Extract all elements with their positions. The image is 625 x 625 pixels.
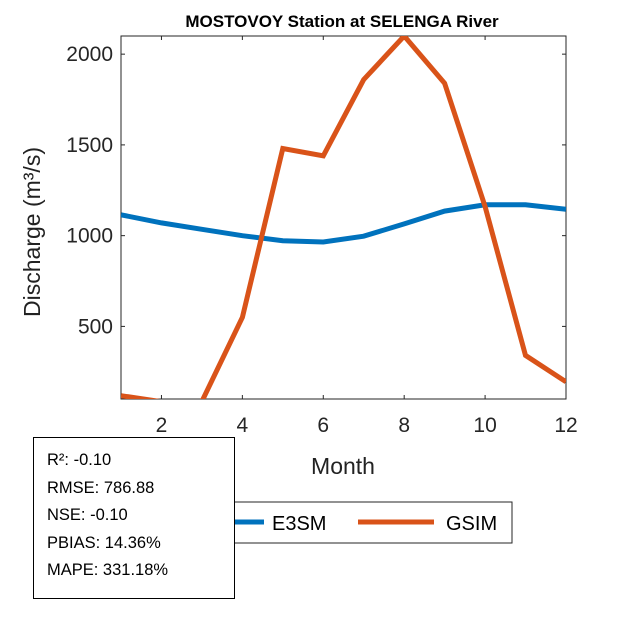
series-line-gsim: [121, 36, 566, 399]
x-tick-label: 8: [398, 414, 410, 437]
stats-box: R²: -0.10 RMSE: 786.88 NSE: -0.10 PBIAS:…: [33, 437, 235, 599]
y-tick-label: 2000: [66, 43, 113, 66]
y-tick-label: 1000: [66, 225, 113, 248]
legend: E3SM GSIM: [220, 501, 513, 544]
y-tick-label: 1500: [66, 134, 113, 157]
stat-mape: MAPE: 331.18%: [47, 561, 169, 579]
legend-label-gsim: GSIM: [446, 513, 497, 535]
x-tick-label: 2: [156, 414, 168, 437]
stat-r2: R²: -0.10: [47, 451, 112, 469]
plot-area: 2 4 6 8 10 12 500 1000 1500 2000: [66, 35, 578, 437]
x-tick-label: 4: [237, 414, 249, 437]
chart-title: MOSTOVOY Station at SELENGA River: [185, 12, 499, 31]
x-tick-label: 6: [317, 414, 329, 437]
x-tick-label: 10: [473, 414, 496, 437]
stat-nse: NSE: -0.10: [47, 506, 128, 524]
axes-box: [120, 35, 567, 400]
x-axis-label: Month: [311, 453, 375, 479]
y-tick-label: 500: [78, 315, 113, 338]
stat-rmse: RMSE: 786.88: [47, 478, 155, 497]
x-tick-label: 12: [554, 414, 577, 437]
y-axis-label: Discharge (m³/s): [19, 147, 45, 317]
series-line-e3sm: [121, 202, 566, 245]
legend-label-e3sm: E3SM: [272, 513, 326, 535]
stat-pbias: PBIAS: 14.36%: [47, 533, 161, 552]
